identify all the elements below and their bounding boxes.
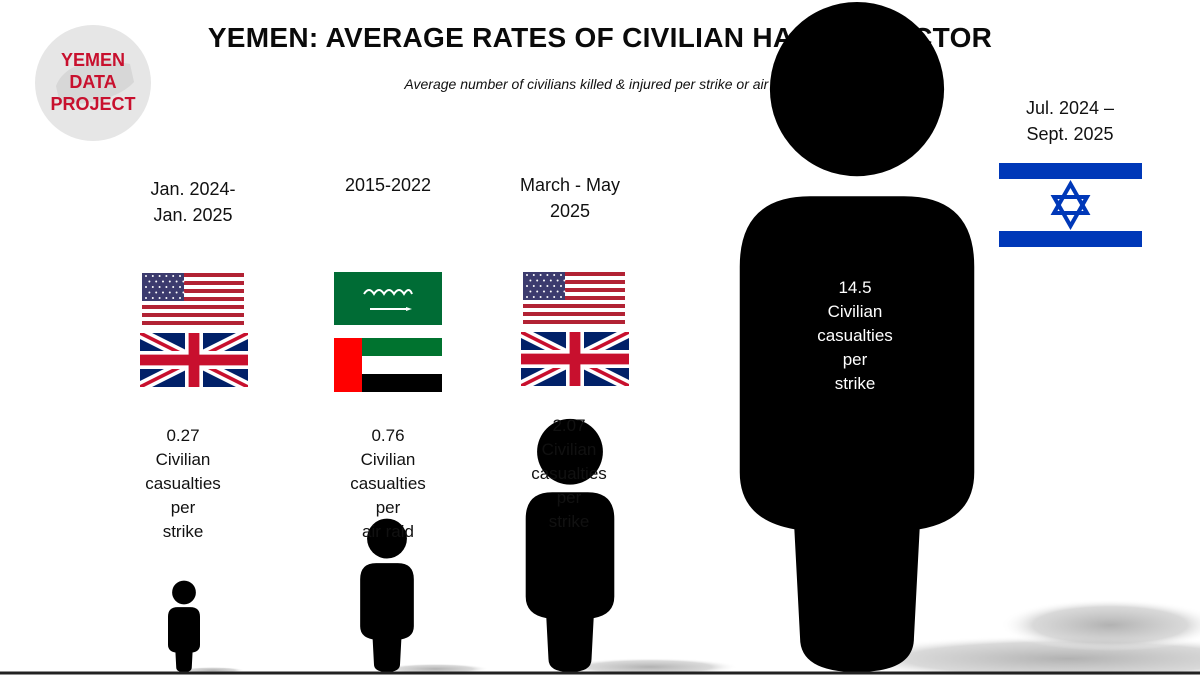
stat-2: 0.76 Civilian casualties per air raid <box>323 424 453 544</box>
period-label-3-line-2: 2025 <box>549 201 591 221</box>
person-body <box>739 196 975 673</box>
figure-shadow <box>561 658 739 675</box>
period-label-4-line-2: Sept. 2025 <box>1026 124 1114 144</box>
period-label-1-line-2: Jan. 2025 <box>153 205 233 225</box>
stat-2-line-2: casualties <box>350 474 426 493</box>
stat-4-value: 14.5 <box>838 278 872 297</box>
stat-4-line-2: casualties <box>817 326 893 345</box>
person-body <box>168 607 200 672</box>
uk-flag <box>521 332 629 386</box>
person-head <box>172 580 196 605</box>
stat-4-line-3: per <box>842 350 868 369</box>
stat-4-line-1: Civilian <box>827 302 883 321</box>
stat-1-line-1: Civilian <box>155 450 211 469</box>
logo-line-2: DATA <box>69 72 116 92</box>
saudi-flag <box>334 272 442 325</box>
uae-flag <box>334 338 442 392</box>
period-label-2: 2015-2022 <box>318 172 458 198</box>
period-label-4-line-1: Jul. 2024 – <box>1025 98 1115 118</box>
big-figure-shadow <box>1000 599 1200 651</box>
stat-3-value: 2.07 <box>552 416 586 435</box>
person-head <box>537 418 603 485</box>
stat-4: 14.5 Civilian casualties per strike <box>790 276 920 396</box>
stat-1-line-4: strike <box>162 522 204 541</box>
logo-line-1: YEMEN <box>61 50 125 70</box>
stat-2-line-4: air raid <box>362 522 414 541</box>
person-figure-3 <box>525 418 615 672</box>
period-label-4: Jul. 2024 – Sept. 2025 <box>990 95 1150 147</box>
stat-2-line-1: Civilian <box>360 450 416 469</box>
period-label-1-line-1: Jan. 2024- <box>150 179 236 199</box>
stat-3-line-3: per <box>556 488 582 507</box>
stat-4-line-4: strike <box>834 374 876 393</box>
period-label-3-line-1: March - May <box>519 175 620 195</box>
stat-1: 0.27 Civilian casualties per strike <box>118 424 248 544</box>
period-label-3: March - May 2025 <box>495 172 645 224</box>
stat-3: 2.07 Civilian casualties per strike <box>504 414 634 534</box>
israel-flag <box>999 163 1142 247</box>
person-head <box>367 518 407 559</box>
period-label-2-line-1: 2015-2022 <box>344 175 432 195</box>
stat-3-line-4: strike <box>548 512 590 531</box>
stat-3-line-2: casualties <box>531 464 607 483</box>
logo-line-3: PROJECT <box>50 94 135 114</box>
uk-flag <box>140 333 248 387</box>
stat-2-line-3: per <box>375 498 401 517</box>
us-flag <box>142 273 244 325</box>
person-figure-4 <box>739 2 975 673</box>
period-label-1: Jan. 2024- Jan. 2025 <box>118 176 268 228</box>
stat-2-value: 0.76 <box>371 426 405 445</box>
person-body <box>360 563 414 672</box>
stat-1-value: 0.27 <box>166 426 200 445</box>
person-body <box>525 492 615 672</box>
chart-subtitle: Average number of civilians killed & inj… <box>404 76 796 92</box>
stat-1-line-3: per <box>170 498 196 517</box>
person-figure-1 <box>168 580 200 672</box>
stat-3-line-1: Civilian <box>541 440 597 459</box>
yemen-data-project-logo: YEMEN DATA PROJECT <box>35 25 151 141</box>
stat-1-line-2: casualties <box>145 474 221 493</box>
person-head <box>769 2 945 177</box>
us-flag <box>523 272 625 324</box>
person-figure-2 <box>360 518 414 672</box>
